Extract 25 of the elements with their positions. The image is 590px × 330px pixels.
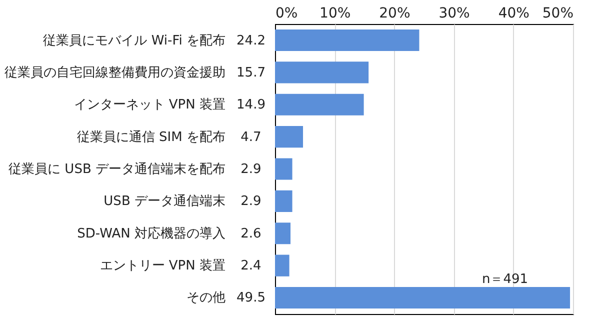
data-label: 2.4 xyxy=(240,258,262,274)
x-tick-label: 0% xyxy=(276,6,298,22)
data-label: 24.2 xyxy=(236,33,266,48)
y-tick-label: インターネット VPN 装置 xyxy=(74,98,226,113)
x-tick-label: 50% xyxy=(542,6,574,22)
data-label: 2.9 xyxy=(240,162,262,177)
y-tick-label: USB データ通信端末 xyxy=(104,194,226,210)
data-label: 15.7 xyxy=(236,65,266,80)
y-tick-label: SD-WAN 対応機器の導入 xyxy=(77,225,226,242)
x-tick-label: 40% xyxy=(498,6,530,22)
y-tick-label: 従業員に USB データ通信端末を配布 xyxy=(8,162,226,177)
y-tick-label: 従業員に通信 SIM を配布 xyxy=(76,130,226,145)
data-label: 4.7 xyxy=(240,130,262,145)
data-label: 2.6 xyxy=(240,226,262,242)
data-label: 14.9 xyxy=(236,98,266,113)
annotation: n＝491 xyxy=(482,272,528,287)
y-tick-label: その他 xyxy=(186,290,226,306)
x-tick-label: 10% xyxy=(320,6,351,22)
y-tick-label: 従業員にモバイル Wi-Fi を配布 xyxy=(43,33,226,48)
data-label: 49.5 xyxy=(236,290,266,306)
x-tick-label: 20% xyxy=(379,6,410,22)
y-tick-label: 従業員の自宅回線整備費用の資金援助 xyxy=(4,64,226,80)
x-tick-label: 30% xyxy=(438,6,470,22)
y-tick-label: エントリー VPN 装置 xyxy=(100,258,226,274)
data-label: 2.9 xyxy=(240,194,262,210)
